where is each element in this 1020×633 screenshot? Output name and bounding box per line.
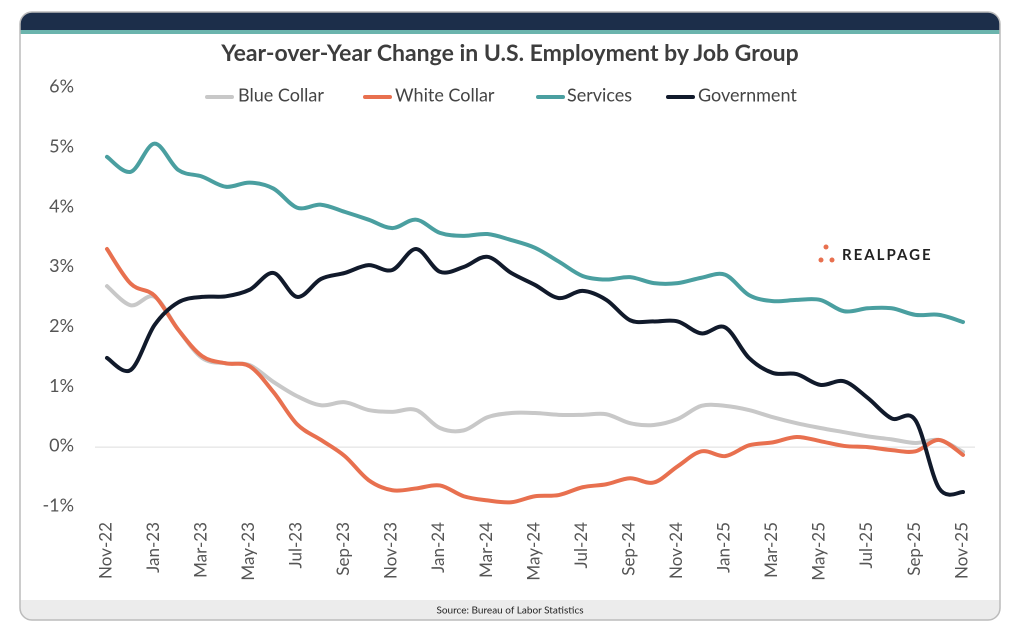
y-tick-label: 3% (49, 254, 74, 276)
x-tick-label: Jul-24 (570, 522, 591, 569)
card (20, 12, 1000, 620)
logo-dot (818, 257, 824, 263)
y-tick-label: 4% (49, 194, 74, 216)
logo: REALPAGE (818, 244, 933, 264)
source-note: Source: Bureau of Labor Statistics (436, 605, 583, 617)
header-stripe (20, 30, 1000, 34)
x-tick-label: Sep-24 (617, 522, 638, 576)
logo-dot (823, 244, 829, 250)
y-tick-label: 1% (49, 374, 74, 396)
x-tick-label: May-25 (808, 522, 829, 581)
x-tick-label: Jan-25 (713, 522, 734, 573)
footer-bar (20, 600, 1000, 620)
x-tick-label: May-23 (237, 522, 258, 581)
x-tick-label: Sep-23 (332, 522, 353, 576)
y-tick-label: 2% (49, 314, 74, 336)
x-tick-label: Nov-23 (380, 522, 401, 579)
header-bar (20, 12, 1000, 32)
x-tick-label: May-24 (522, 522, 543, 581)
y-tick-label: 0% (49, 434, 74, 456)
y-tick-label: 5% (49, 134, 74, 156)
series-line (105, 247, 965, 505)
x-tick-label: Jan-23 (142, 522, 163, 573)
series-line (105, 247, 965, 497)
x-tick-label: Nov-22 (94, 522, 115, 579)
x-tick-label: Jul-25 (855, 522, 876, 568)
x-tick-label: Mar-24 (475, 522, 496, 578)
chart-title: Year-over-Year Change in U.S. Employment… (220, 38, 798, 66)
x-tick-label: Nov-24 (665, 522, 686, 579)
legend-label: White Collar (395, 84, 495, 106)
card-border (19, 11, 1001, 621)
x-tick-label: Jul-23 (285, 522, 306, 568)
y-tick-label: -1% (42, 494, 74, 516)
logo-text: REALPAGE (842, 246, 933, 264)
x-tick-label: Jan-24 (427, 522, 448, 573)
x-tick-label: Nov-25 (950, 522, 971, 579)
legend-label: Blue Collar (238, 84, 324, 106)
card-bg (20, 12, 1000, 620)
x-tick-label: Mar-25 (760, 522, 781, 578)
y-tick-label: 6% (49, 75, 74, 97)
logo-dot (829, 257, 835, 263)
series-line (105, 141, 965, 325)
x-tick-label: Sep-25 (903, 522, 924, 576)
legend-label: Government (698, 84, 797, 106)
x-tick-label: Mar-23 (189, 522, 210, 578)
legend-label: Services (567, 84, 632, 106)
